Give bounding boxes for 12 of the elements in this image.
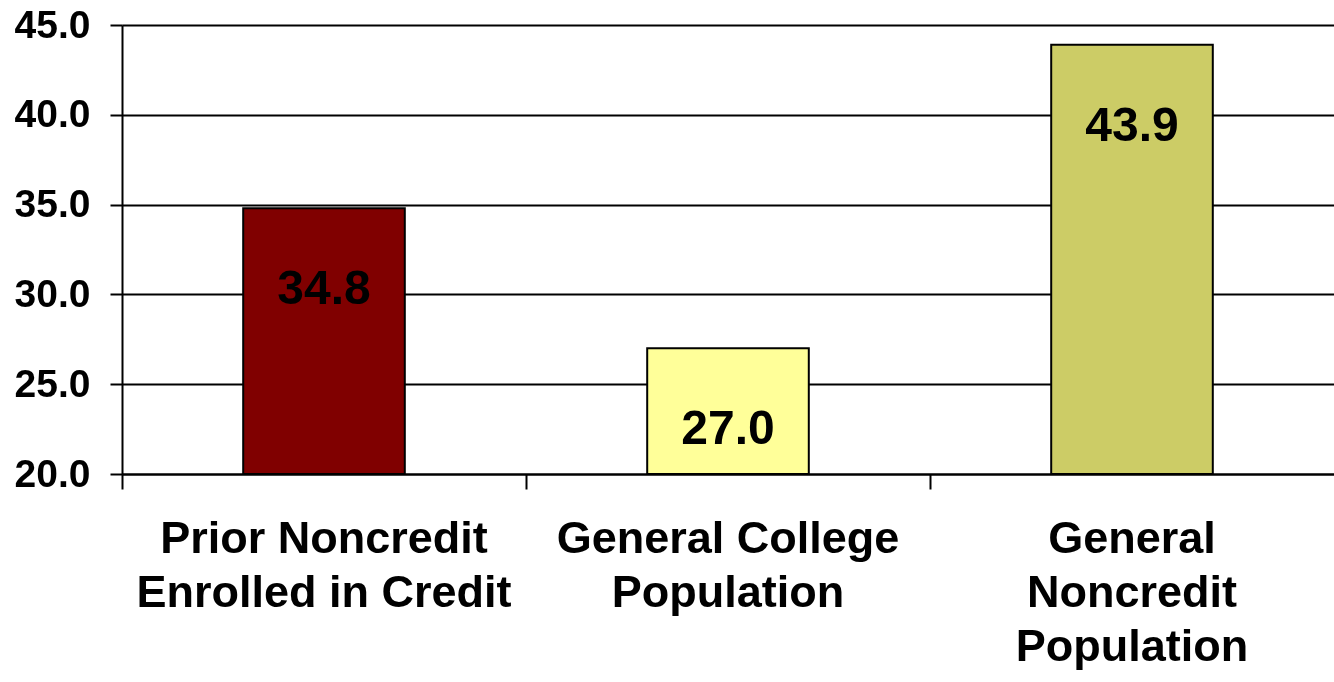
x-tick-label: Prior Noncredit Enrolled in Credit [136, 511, 512, 617]
y-tick-label: 45.0 [14, 2, 91, 46]
y-tick-label: 30.0 [14, 271, 91, 315]
y-tick-label: 35.0 [14, 182, 91, 226]
y-tick-label: 40.0 [14, 92, 91, 136]
y-tick-label: 25.0 [14, 361, 91, 405]
x-tick-label: General College Population [556, 511, 900, 617]
y-tick-label: 20.0 [14, 451, 91, 495]
data-label: 34.8 [277, 261, 371, 315]
data-label: 27.0 [681, 401, 775, 455]
data-label: 43.9 [1085, 97, 1179, 151]
x-tick-label: General Noncredit Population [1015, 511, 1249, 671]
